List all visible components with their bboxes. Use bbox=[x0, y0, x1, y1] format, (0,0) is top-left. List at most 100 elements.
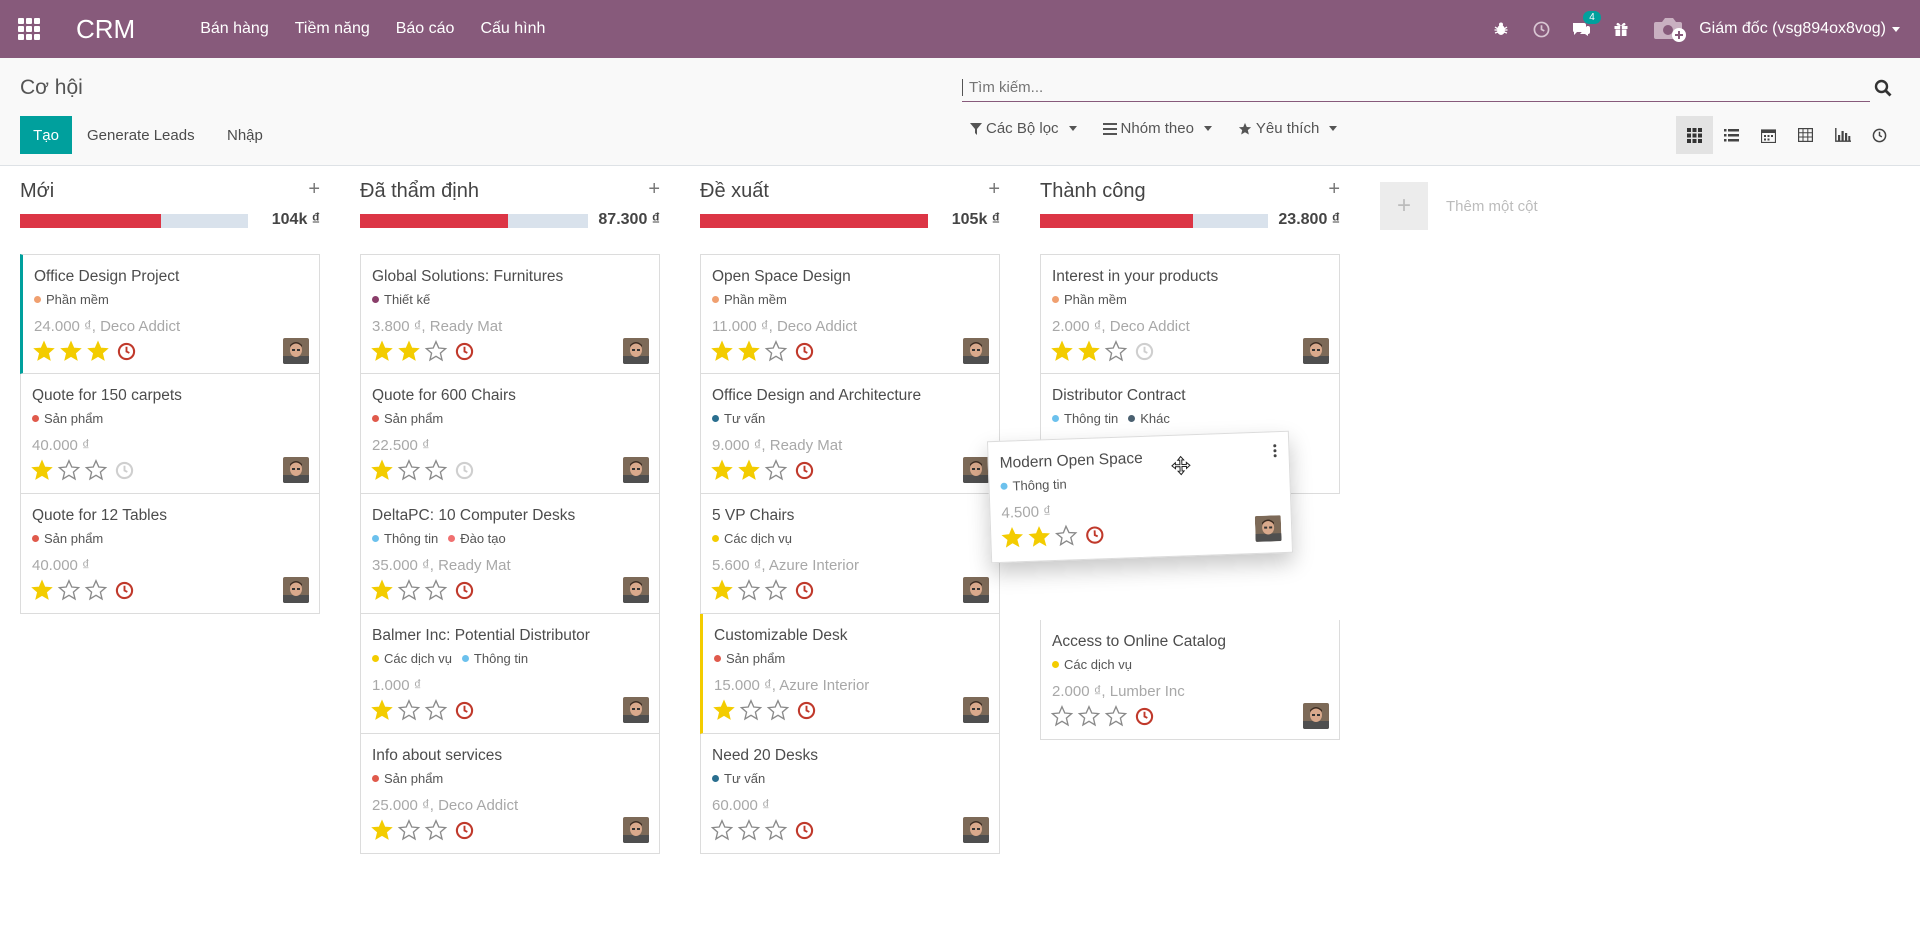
opportunity-card[interactable]: Office Design and Architecture Tư vấn 9.00… bbox=[700, 374, 1000, 494]
activity-clock-icon[interactable] bbox=[795, 342, 814, 361]
pivot-view-button[interactable] bbox=[1787, 116, 1824, 154]
star-empty-icon[interactable] bbox=[737, 579, 761, 602]
star-empty-icon[interactable] bbox=[1077, 705, 1101, 728]
star-filled-icon[interactable] bbox=[370, 340, 394, 363]
opportunity-card[interactable]: Need 20 Desks Tư vấn 60.000 ₫ bbox=[700, 734, 1000, 854]
opportunity-card[interactable]: Quote for 12 Tables Sản phẩm 40.000 ₫ bbox=[20, 494, 320, 614]
salesperson-avatar[interactable] bbox=[963, 577, 989, 603]
activity-clock-icon[interactable] bbox=[455, 581, 474, 600]
column-title[interactable]: Mới bbox=[20, 180, 55, 202]
star-filled-icon[interactable] bbox=[710, 340, 734, 363]
add-column-plus-icon[interactable]: + bbox=[1380, 182, 1428, 230]
star-empty-icon[interactable] bbox=[1104, 705, 1128, 728]
priority-stars[interactable] bbox=[1050, 705, 1154, 728]
groupby-dropdown[interactable]: Nhóm theo bbox=[1102, 120, 1212, 137]
star-empty-icon[interactable] bbox=[57, 459, 81, 482]
column-title[interactable]: Đã thẩm định bbox=[360, 180, 479, 202]
star-filled-icon[interactable] bbox=[1027, 525, 1052, 549]
star-empty-icon[interactable] bbox=[397, 579, 421, 602]
star-empty-icon[interactable] bbox=[424, 699, 448, 722]
list-view-button[interactable] bbox=[1713, 116, 1750, 154]
star-filled-icon[interactable] bbox=[712, 699, 736, 722]
column-title[interactable]: Thành công bbox=[1040, 180, 1146, 202]
star-filled-icon[interactable] bbox=[370, 699, 394, 722]
dragging-card[interactable]: Modern Open Space Thông tin 4.500 ₫ bbox=[986, 430, 1294, 564]
column-title[interactable]: Đề xuất bbox=[700, 180, 769, 202]
column-progress-bar[interactable] bbox=[360, 214, 588, 228]
priority-stars[interactable] bbox=[370, 699, 474, 722]
opportunity-card[interactable]: Customizable Desk Sản phẩm 15.000 ₫, Azure… bbox=[700, 614, 1000, 734]
debug-bug-icon[interactable] bbox=[1481, 21, 1521, 37]
star-empty-icon[interactable] bbox=[764, 340, 788, 363]
menu-item-reporting[interactable]: Báo cáo bbox=[395, 20, 455, 37]
search-icon[interactable] bbox=[1874, 79, 1892, 101]
star-empty-icon[interactable] bbox=[710, 819, 734, 842]
activity-clock-icon[interactable] bbox=[795, 461, 814, 480]
star-filled-icon[interactable] bbox=[370, 459, 394, 482]
filters-dropdown[interactable]: Các Bộ lọc bbox=[970, 120, 1077, 137]
star-filled-icon[interactable] bbox=[710, 459, 734, 482]
salesperson-avatar[interactable] bbox=[283, 577, 309, 603]
star-empty-icon[interactable] bbox=[764, 459, 788, 482]
star-empty-icon[interactable] bbox=[766, 699, 790, 722]
activity-clock-icon[interactable] bbox=[115, 581, 134, 600]
priority-stars[interactable] bbox=[370, 579, 474, 602]
add-column[interactable]: + Thêm một cột bbox=[1380, 182, 1538, 230]
star-filled-icon[interactable] bbox=[370, 819, 394, 842]
quick-create-plus-icon[interactable]: + bbox=[648, 178, 660, 200]
priority-stars[interactable] bbox=[710, 340, 814, 363]
kanban-view-button[interactable] bbox=[1676, 116, 1713, 154]
activity-clock-icon[interactable] bbox=[797, 701, 816, 720]
salesperson-avatar[interactable] bbox=[623, 457, 649, 483]
star-empty-icon[interactable] bbox=[1104, 340, 1128, 363]
generate-leads-button[interactable]: Generate Leads bbox=[87, 126, 195, 144]
star-empty-icon[interactable] bbox=[397, 699, 421, 722]
star-filled-icon[interactable] bbox=[710, 579, 734, 602]
activity-clock-icon[interactable] bbox=[795, 581, 814, 600]
priority-stars[interactable] bbox=[710, 579, 814, 602]
graph-view-button[interactable] bbox=[1824, 116, 1861, 154]
opportunity-card[interactable]: Balmer Inc: Potential Distributor Các dịc… bbox=[360, 614, 660, 734]
star-filled-icon[interactable] bbox=[86, 340, 110, 363]
star-filled-icon[interactable] bbox=[737, 459, 761, 482]
opportunity-card[interactable]: Office Design Project Phần mềm 24.000 ₫, D… bbox=[20, 254, 320, 374]
salesperson-avatar[interactable] bbox=[623, 577, 649, 603]
opportunity-card[interactable]: Access to Online Catalog Các dịch vụ 2.000… bbox=[1040, 620, 1340, 740]
star-empty-icon[interactable] bbox=[397, 459, 421, 482]
salesperson-avatar[interactable] bbox=[1254, 515, 1282, 542]
salesperson-avatar[interactable] bbox=[1303, 703, 1329, 729]
salesperson-avatar[interactable] bbox=[283, 457, 309, 483]
quick-create-plus-icon[interactable]: + bbox=[308, 178, 320, 200]
search-input[interactable] bbox=[962, 79, 1870, 96]
priority-stars[interactable] bbox=[1000, 523, 1105, 550]
star-filled-icon[interactable] bbox=[370, 579, 394, 602]
salesperson-avatar[interactable] bbox=[623, 697, 649, 723]
activity-clock-icon[interactable] bbox=[455, 461, 474, 480]
create-button[interactable]: Tạo bbox=[20, 116, 72, 154]
activity-clock-icon[interactable] bbox=[115, 461, 134, 480]
opportunity-card[interactable]: Quote for 150 carpets Sản phẩm 40.000 ₫ bbox=[20, 374, 320, 494]
column-progress-bar[interactable] bbox=[700, 214, 928, 228]
quick-create-plus-icon[interactable]: + bbox=[1328, 178, 1340, 200]
star-empty-icon[interactable] bbox=[1050, 705, 1074, 728]
star-empty-icon[interactable] bbox=[424, 340, 448, 363]
activity-clock-icon[interactable] bbox=[1085, 525, 1105, 545]
priority-stars[interactable] bbox=[32, 340, 136, 363]
star-filled-icon[interactable] bbox=[1077, 340, 1101, 363]
opportunity-card[interactable]: Info about services Sản phẩm 25.000 ₫, Dec… bbox=[360, 734, 660, 854]
star-filled-icon[interactable] bbox=[1050, 340, 1074, 363]
salesperson-avatar[interactable] bbox=[623, 338, 649, 364]
activity-clock-icon[interactable] bbox=[455, 342, 474, 361]
import-button[interactable]: Nhập bbox=[227, 126, 263, 144]
priority-stars[interactable] bbox=[30, 459, 134, 482]
salesperson-avatar[interactable] bbox=[283, 338, 309, 364]
opportunity-card[interactable]: Interest in your products Phần mềm 2.000 ₫… bbox=[1040, 254, 1340, 374]
calendar-view-button[interactable] bbox=[1750, 116, 1787, 154]
star-filled-icon[interactable] bbox=[30, 459, 54, 482]
priority-stars[interactable] bbox=[712, 699, 816, 722]
star-empty-icon[interactable] bbox=[764, 819, 788, 842]
menu-item-leads[interactable]: Tiềm năng bbox=[294, 20, 370, 37]
opportunity-card[interactable]: Quote for 600 Chairs Sản phẩm 22.500 ₫ bbox=[360, 374, 660, 494]
favorites-dropdown[interactable]: Yêu thích bbox=[1238, 120, 1338, 137]
star-empty-icon[interactable] bbox=[737, 819, 761, 842]
